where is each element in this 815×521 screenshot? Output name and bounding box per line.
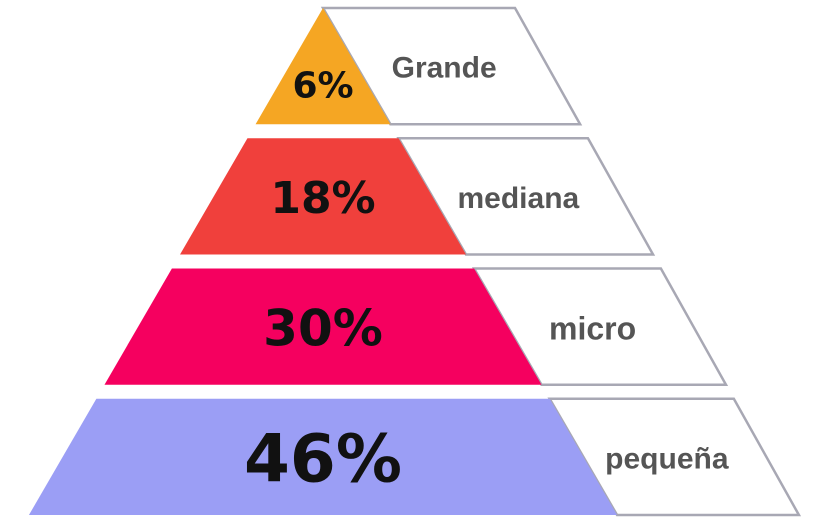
category-label: pequeña bbox=[605, 442, 729, 475]
percent-label: 6% bbox=[292, 66, 353, 107]
category-label: Grande bbox=[392, 52, 497, 85]
pyramid-layer bbox=[180, 138, 466, 255]
category-label: mediana bbox=[458, 182, 580, 215]
pyramid-layer bbox=[104, 268, 542, 385]
percent-label: 46% bbox=[244, 420, 402, 497]
pyramid-layer bbox=[28, 398, 618, 515]
label-panel bbox=[471, 267, 729, 386]
label-panel bbox=[547, 397, 802, 517]
pyramid-layer bbox=[255, 8, 391, 125]
percent-label: 18% bbox=[270, 173, 375, 224]
percent-label: 30% bbox=[263, 300, 383, 358]
category-label: micro bbox=[549, 311, 636, 347]
